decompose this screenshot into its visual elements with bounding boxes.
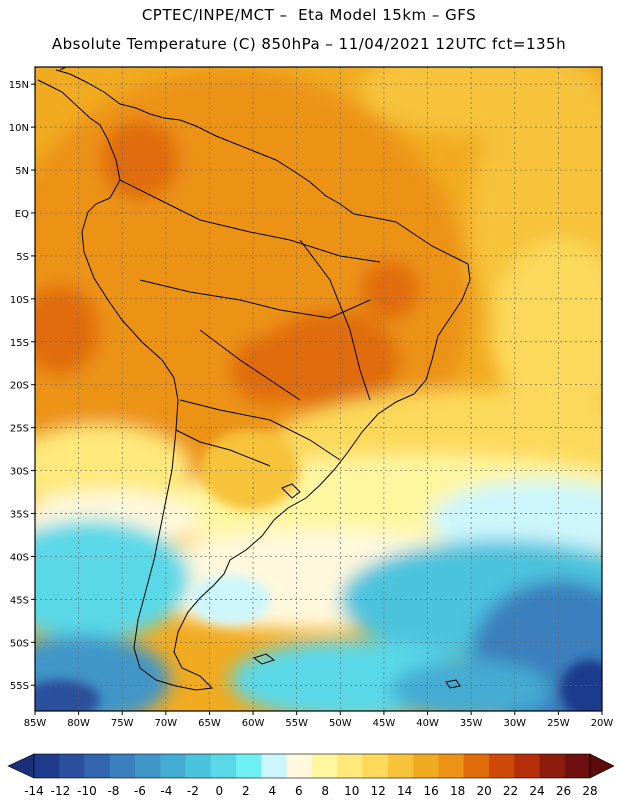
colorbar-swatch (312, 754, 338, 778)
lat-label: EQ (15, 209, 29, 220)
lon-label: 70W (155, 718, 178, 729)
colorbar-swatch (564, 754, 591, 778)
colorbar-label: 20 (476, 784, 491, 798)
lon-label: 50W (329, 718, 352, 729)
colorbar-swatch (109, 754, 136, 778)
colorbar-label: -2 (187, 784, 199, 798)
map-subtitle: Absolute Temperature (C) 850hPa – 11/04/… (51, 35, 567, 53)
colorbar-swatch (185, 754, 212, 778)
colorbar-swatch (59, 754, 85, 778)
colorbar-label: 14 (397, 784, 412, 798)
colorbar-swatch (84, 754, 111, 778)
lon-label: 45W (373, 718, 396, 729)
lat-label: 5N (15, 166, 29, 177)
lon-label: 55W (285, 718, 308, 729)
colorbar-label: 24 (529, 784, 544, 798)
lon-label: 85W (24, 718, 47, 729)
lat-label: 40S (10, 552, 29, 563)
colorbar-swatch (135, 754, 161, 778)
colorbar-label: -14 (24, 784, 44, 798)
colorbar-label: -6 (134, 784, 146, 798)
colorbar-label: -4 (160, 784, 172, 798)
lon-label: 75W (111, 718, 134, 729)
colorbar-label: 22 (503, 784, 518, 798)
lat-label: 10N (9, 123, 29, 134)
colorbar-swatch (539, 754, 566, 778)
longitude-labels: 85W 80W 75W 70W 65W 60W 55W 50W 45W 40W 35W 30W 25W 2… (24, 711, 614, 729)
lat-label: 45S (10, 595, 29, 606)
colorbar-swatch (34, 754, 60, 778)
colorbar-swatch (463, 754, 490, 778)
lat-label: 15N (9, 80, 29, 91)
lon-label: 40W (416, 718, 439, 729)
colorbar-swatch (236, 754, 262, 778)
colorbar-label: 28 (582, 784, 597, 798)
colorbar-label: 8 (321, 784, 329, 798)
colorbar-label: 12 (371, 784, 386, 798)
lat-label: 15S (10, 338, 29, 349)
colorbar-frame (33, 753, 591, 779)
map-frame (34, 66, 603, 712)
colorbar-under-arrow (7, 753, 35, 779)
colorbar-label: 16 (424, 784, 439, 798)
colorbar-swatch (514, 754, 540, 778)
colorbar-label: -8 (107, 784, 119, 798)
colorbar-label: -10 (77, 784, 97, 798)
gridlines (35, 67, 602, 711)
coastline (37, 67, 471, 691)
colorbar-swatch (438, 754, 464, 778)
colorbar-label: 26 (556, 784, 571, 798)
lat-label: 5S (16, 252, 29, 263)
colorbar-swatch (160, 754, 186, 778)
lat-label: 35S (10, 510, 29, 521)
lon-label: 30W (503, 718, 526, 729)
lon-label: 25W (547, 718, 570, 729)
latitude-labels: 15N 10N 5N EQ 5S 10S 15S 20S 25S 30S 35S 40S 45S 50S 5… (9, 80, 35, 692)
colorbar: -14 -12 -10 -8 -6 -4 -2 0 2 4 6 8 10 12 14 16 18 20 22 24 26… (7, 753, 615, 798)
lat-label: 50S (10, 638, 29, 649)
colorbar-label: 0 (216, 784, 224, 798)
colorbar-label: -12 (51, 784, 71, 798)
lat-label: 30S (10, 467, 29, 478)
colorbar-label: 6 (295, 784, 303, 798)
colorbar-swatch (337, 754, 363, 778)
colorbar-swatch (387, 754, 414, 778)
colorbar-label: 10 (344, 784, 359, 798)
colorbar-swatch (286, 754, 313, 778)
lon-label: 80W (67, 718, 90, 729)
lon-label: 35W (460, 718, 483, 729)
colorbar-swatch (413, 754, 439, 778)
colorbar-swatch (488, 754, 515, 778)
colorbar-label: 4 (268, 784, 276, 798)
colorbar-label: 2 (242, 784, 250, 798)
map-title: CPTEC/INPE/MCT – Eta Model 15km – GFS (141, 6, 477, 24)
colorbar-swatch (362, 754, 389, 778)
lat-label: 25S (10, 424, 29, 435)
lat-label: 10S (10, 295, 29, 306)
temperature-field (35, 67, 602, 711)
colorbar-label: 18 (450, 784, 465, 798)
lat-label: 20S (10, 381, 29, 392)
lon-label: 20W (591, 718, 614, 729)
colorbar-over-arrow (589, 753, 615, 779)
lon-label: 60W (242, 718, 265, 729)
lat-label: 55S (10, 681, 29, 692)
colorbar-swatch (261, 754, 288, 778)
lon-label: 65W (198, 718, 221, 729)
colorbar-swatch (210, 754, 237, 778)
